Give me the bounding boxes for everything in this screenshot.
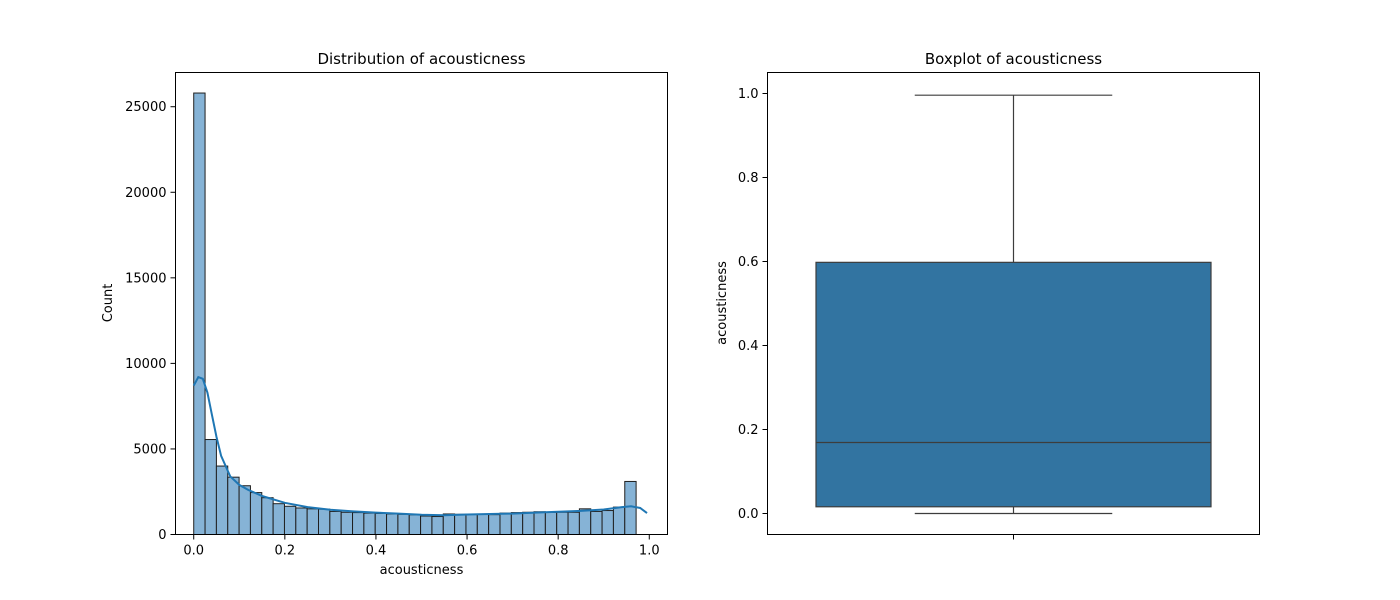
x-tick-label: 1.0 <box>639 544 660 559</box>
histogram-bar <box>488 514 501 536</box>
histogram-bar <box>397 513 410 536</box>
histogram-bar <box>465 513 478 535</box>
y-tick-label: 0.6 <box>738 255 759 270</box>
histogram-title: Distribution of acousticness <box>317 50 525 68</box>
x-tick-label: 0.0 <box>183 544 204 559</box>
histogram-bar <box>624 480 637 536</box>
x-tick-label: 0.4 <box>366 544 387 559</box>
histogram-bar <box>556 511 569 535</box>
histogram-bar <box>499 512 512 535</box>
histogram-bar <box>578 508 592 536</box>
y-tick-label: 10000 <box>125 357 166 372</box>
histogram-bar <box>352 512 365 535</box>
y-tick-label: 0.4 <box>738 339 759 354</box>
iqr-box <box>815 261 1212 508</box>
histogram-bar <box>317 508 331 536</box>
boxplot-shapes <box>815 94 1212 515</box>
x-tick-label: 0.2 <box>274 544 295 559</box>
histogram-bar <box>408 514 422 535</box>
histogram-bar <box>420 515 433 536</box>
histogram-x-label: acousticness <box>380 563 464 578</box>
histogram-bar <box>204 439 217 535</box>
histogram-bar <box>533 511 546 535</box>
boxplot-panel: Boxplot of acousticness 0.0 0.2 0.4 0.6 0.8 1… <box>715 50 1260 540</box>
x-tick-label: 0.6 <box>457 544 478 559</box>
histogram-bar <box>215 465 229 535</box>
histogram-bar <box>374 512 388 535</box>
histogram-bar <box>261 497 274 536</box>
histogram-bar <box>363 512 376 535</box>
histogram-bar <box>590 510 603 535</box>
histogram-bar <box>612 506 626 535</box>
histogram-bar <box>601 510 614 535</box>
histogram-bar <box>249 492 263 536</box>
kde-curve <box>192 375 648 517</box>
histogram-bar <box>193 92 206 536</box>
histogram-bar <box>295 507 308 536</box>
histogram-bars <box>193 92 637 536</box>
y-tick-label: 0 <box>158 528 166 543</box>
y-tick-label: 1.0 <box>738 87 759 102</box>
histogram-bar <box>227 476 240 535</box>
histogram-bar <box>442 513 456 536</box>
y-tick-label: 0.8 <box>738 171 759 186</box>
histogram-panel: Distribution of acousticness 0.0 0.2 0.4 0.… <box>101 50 668 578</box>
histogram-bar <box>306 508 319 536</box>
histogram-bar <box>238 485 251 536</box>
histogram-bar <box>567 511 580 535</box>
histogram-y-ticks: 0 5000 10000 15000 20000 25000 <box>125 100 176 543</box>
histogram-bar <box>340 511 354 535</box>
boxplot-y-label: acousticness <box>715 261 730 345</box>
y-tick-label: 15000 <box>125 271 166 286</box>
histogram-bar <box>454 513 467 536</box>
y-tick-label: 25000 <box>125 100 166 115</box>
histogram-x-ticks: 0.0 0.2 0.4 0.6 0.8 1.0 <box>183 534 660 559</box>
y-tick-label: 20000 <box>125 186 166 201</box>
histogram-bar <box>272 503 285 536</box>
histogram-bar <box>431 516 444 535</box>
histogram-bar <box>283 505 297 535</box>
histogram-bar <box>522 511 535 535</box>
histogram-bar <box>386 513 399 536</box>
histogram-bar <box>544 511 558 536</box>
boxplot-title: Boxplot of acousticness <box>925 50 1102 68</box>
y-tick-label: 0.0 <box>738 507 759 522</box>
histogram-bar <box>476 513 490 536</box>
y-tick-label: 5000 <box>133 442 166 457</box>
histogram-frame <box>175 72 668 535</box>
histogram-bar <box>329 510 342 535</box>
boxplot-y-ticks: 0.0 0.2 0.4 0.6 0.8 1.0 <box>738 87 768 522</box>
y-tick-label: 0.2 <box>738 423 759 438</box>
histogram-y-label: Count <box>101 284 116 323</box>
histogram-bar <box>510 512 524 535</box>
x-tick-label: 0.8 <box>548 544 569 559</box>
